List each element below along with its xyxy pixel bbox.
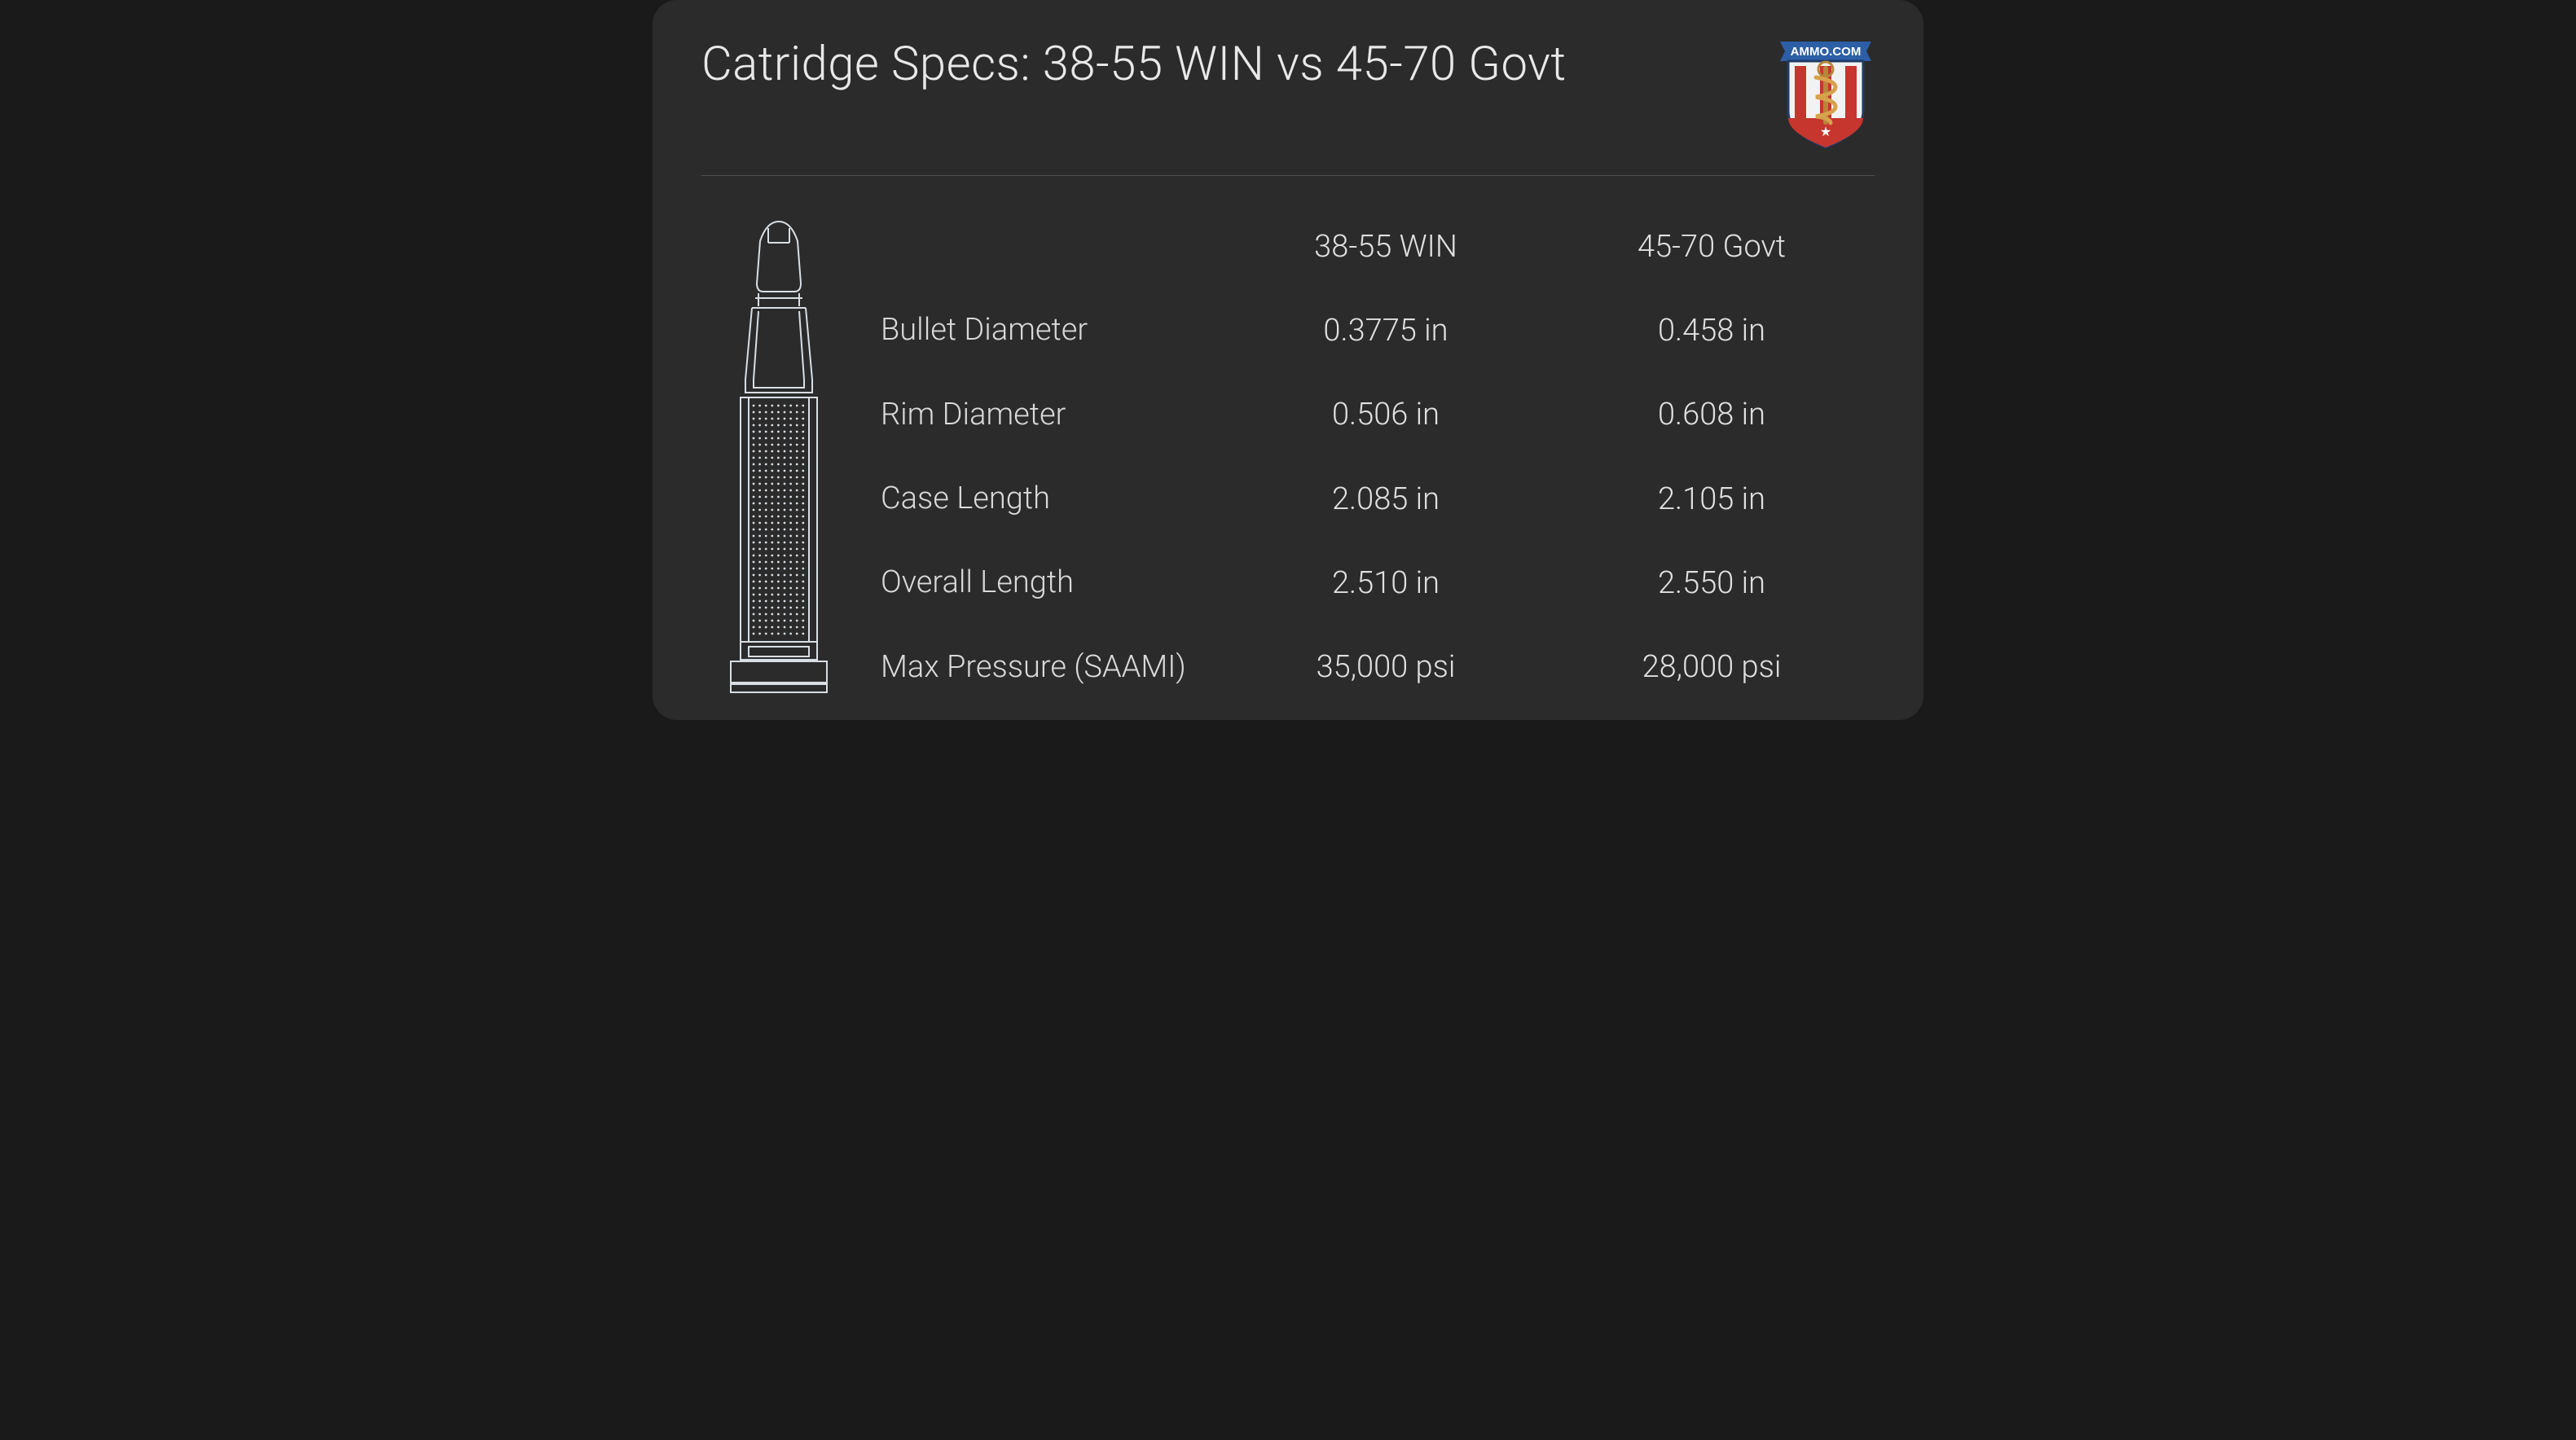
table-row: Bullet Diameter 0.3775 in 0.458 in (881, 288, 1875, 372)
row-label: Overall Length (881, 564, 1223, 603)
spec-table: 38-55 WIN 45-70 Govt Bullet Diameter 0.3… (881, 204, 1875, 709)
table-row: Overall Length 2.510 in 2.550 in (881, 541, 1875, 625)
row-val-b: 2.105 in (1549, 481, 1875, 517)
row-val-a: 35,000 psi (1223, 649, 1549, 685)
row-label: Case Length (881, 480, 1223, 519)
row-label: Max Pressure (SAAMI) (881, 648, 1223, 687)
spec-card: Catridge Specs: 38-55 WIN vs 45-70 Govt … (653, 0, 1923, 720)
table-row: Max Pressure (SAAMI) 35,000 psi 28,000 p… (881, 626, 1875, 709)
column-header-a: 38-55 WIN (1223, 229, 1549, 265)
row-label: Rim Diameter (881, 396, 1223, 435)
row-val-b: 2.550 in (1549, 565, 1875, 601)
header-divider (701, 175, 1875, 176)
row-val-b: 0.458 in (1549, 313, 1875, 349)
table-row: Rim Diameter 0.506 in 0.608 in (881, 373, 1875, 457)
row-val-b: 0.608 in (1549, 397, 1875, 432)
row-val-b: 28,000 psi (1549, 649, 1875, 685)
svg-text:★: ★ (1820, 124, 1831, 139)
row-label: Bullet Diameter (881, 311, 1223, 350)
cartridge-illustration (701, 204, 856, 709)
card-title: Catridge Specs: 38-55 WIN vs 45-70 Govt (701, 37, 1567, 92)
table-row: Case Length 2.085 in 2.105 in (881, 457, 1875, 541)
brand-logo-svg: AMMO.COM ★ (1777, 37, 1875, 151)
row-val-a: 2.085 in (1223, 481, 1549, 517)
content-area: 38-55 WIN 45-70 Govt Bullet Diameter 0.3… (701, 204, 1875, 709)
row-val-a: 0.506 in (1223, 397, 1549, 432)
table-header-row: 38-55 WIN 45-70 Govt (881, 204, 1875, 288)
column-header-b: 45-70 Govt (1549, 229, 1875, 265)
row-val-a: 0.3775 in (1223, 313, 1549, 349)
brand-logo: AMMO.COM ★ (1777, 37, 1875, 151)
cartridge-svg (710, 217, 848, 697)
logo-text: AMMO.COM (1791, 45, 1862, 59)
row-val-a: 2.510 in (1223, 565, 1549, 601)
card-header: Catridge Specs: 38-55 WIN vs 45-70 Govt … (701, 37, 1875, 151)
